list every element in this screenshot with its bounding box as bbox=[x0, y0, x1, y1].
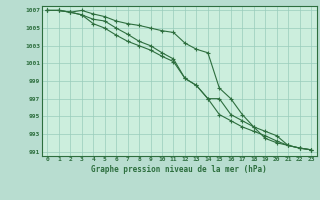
X-axis label: Graphe pression niveau de la mer (hPa): Graphe pression niveau de la mer (hPa) bbox=[91, 165, 267, 174]
